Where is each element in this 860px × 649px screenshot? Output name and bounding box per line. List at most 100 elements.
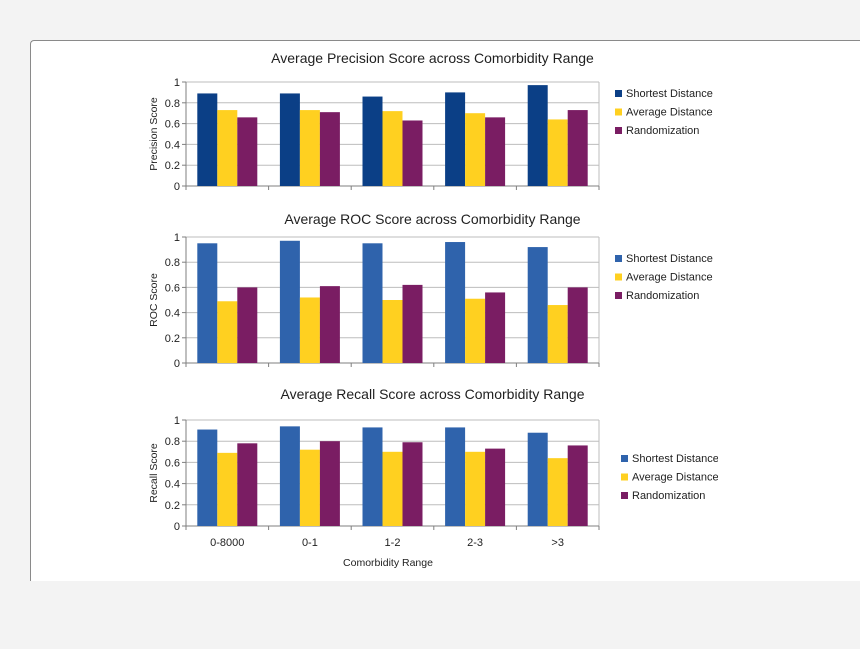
bar xyxy=(547,305,568,363)
y-tick-label: 1 xyxy=(174,77,180,89)
bar xyxy=(382,111,403,186)
bar xyxy=(402,284,423,363)
bar xyxy=(197,93,218,186)
y-tick-label: 0.8 xyxy=(165,436,180,448)
bar xyxy=(197,429,218,526)
legend-label: Shortest Distance xyxy=(626,253,713,265)
bar xyxy=(319,112,340,186)
y-tick-label: 0.8 xyxy=(165,98,180,110)
bar xyxy=(279,426,300,526)
bar xyxy=(445,92,466,186)
bar xyxy=(567,287,588,363)
legend-label: Average Distance xyxy=(626,107,713,119)
bar xyxy=(237,287,258,363)
legend-swatch xyxy=(615,108,622,116)
bar xyxy=(527,85,548,186)
bar xyxy=(465,298,486,363)
bar xyxy=(547,458,568,526)
legend-swatch xyxy=(621,455,628,462)
bar xyxy=(485,292,506,363)
legend-swatch xyxy=(615,90,622,97)
bar xyxy=(362,96,383,186)
bar xyxy=(567,110,588,186)
bar xyxy=(465,113,486,186)
legend-label: Randomization xyxy=(632,490,705,502)
legend-swatch xyxy=(615,255,622,262)
bar xyxy=(299,297,320,363)
legend-label: Randomization xyxy=(626,125,699,137)
chart-svg: Average ROC Score across Comorbidity Ran… xyxy=(148,211,713,370)
legend-label: Average Distance xyxy=(632,472,718,484)
y-axis-label: Precision Score xyxy=(148,97,160,171)
y-axis-label: ROC Score xyxy=(148,273,160,327)
y-tick-label: 0.4 xyxy=(165,479,180,491)
bar xyxy=(362,427,383,526)
chart-svg: Average Recall Score across Comorbidity … xyxy=(148,386,718,549)
y-tick-label: 0.4 xyxy=(165,308,180,320)
bar xyxy=(299,110,320,186)
y-tick-label: 0.6 xyxy=(165,119,180,131)
bar xyxy=(527,432,548,526)
legend-label: Shortest Distance xyxy=(632,453,718,465)
precision-chart-panel: Average Precision Score across Comorbidi… xyxy=(148,47,718,192)
y-tick-label: 0.2 xyxy=(165,333,180,345)
y-tick-label: 0.6 xyxy=(165,457,180,469)
y-tick-label: 0.2 xyxy=(165,500,180,512)
legend-swatch xyxy=(621,492,628,499)
y-tick-label: 0.4 xyxy=(165,139,180,151)
bar xyxy=(547,119,568,186)
chart-svg: Average Precision Score across Comorbidi… xyxy=(148,50,713,192)
bar xyxy=(382,451,403,526)
chart-title: Average Recall Score across Comorbidity … xyxy=(281,386,585,402)
y-tick-label: 0.8 xyxy=(165,257,180,269)
bar xyxy=(402,442,423,526)
x-tick-label: 2-3 xyxy=(467,537,483,549)
bar xyxy=(485,448,506,526)
bar xyxy=(382,300,403,363)
bar xyxy=(279,93,300,186)
bar xyxy=(319,441,340,526)
bar xyxy=(217,452,238,526)
x-axis-title: Comorbidity Range xyxy=(343,557,433,569)
legend-label: Shortest Distance xyxy=(626,88,713,100)
y-tick-label: 0.2 xyxy=(165,160,180,172)
y-tick-label: 1 xyxy=(174,415,180,427)
recall-chart-panel: Average Recall Score across Comorbidity … xyxy=(148,380,718,555)
chart-title: Average Precision Score across Comorbidi… xyxy=(271,50,594,66)
bar xyxy=(237,117,258,186)
roc-chart-panel: Average ROC Score across Comorbidity Ran… xyxy=(148,207,718,375)
chart-figure: Average Precision Score across Comorbidi… xyxy=(148,47,718,573)
bar xyxy=(217,301,238,363)
y-tick-label: 0.6 xyxy=(165,282,180,294)
legend-swatch xyxy=(615,273,622,281)
bar xyxy=(445,427,466,526)
bar xyxy=(567,445,588,526)
y-tick-label: 1 xyxy=(174,232,180,244)
legend-label: Average Distance xyxy=(626,272,713,284)
chart-title: Average ROC Score across Comorbidity Ran… xyxy=(284,211,580,227)
bar xyxy=(299,449,320,526)
x-tick-label: 1-2 xyxy=(385,537,401,549)
bar xyxy=(485,117,506,186)
y-axis-label: Recall Score xyxy=(148,443,160,503)
bar xyxy=(362,243,383,363)
legend-label: Randomization xyxy=(626,290,699,302)
bar xyxy=(445,242,466,363)
x-tick-label: >3 xyxy=(551,537,564,549)
bar xyxy=(527,247,548,363)
bar xyxy=(465,451,486,526)
legend-swatch xyxy=(615,292,622,299)
y-tick-label: 0 xyxy=(174,521,180,533)
y-tick-label: 0 xyxy=(174,181,180,192)
x-tick-label: 0-1 xyxy=(302,537,318,549)
legend-swatch xyxy=(621,473,628,481)
x-tick-label: 0-8000 xyxy=(210,537,244,549)
bar xyxy=(279,240,300,363)
bar xyxy=(197,243,218,363)
y-tick-label: 0 xyxy=(174,358,180,370)
legend-swatch xyxy=(615,127,622,134)
bar xyxy=(217,110,238,186)
bar xyxy=(319,286,340,363)
bar xyxy=(237,443,258,526)
bar xyxy=(402,120,423,186)
